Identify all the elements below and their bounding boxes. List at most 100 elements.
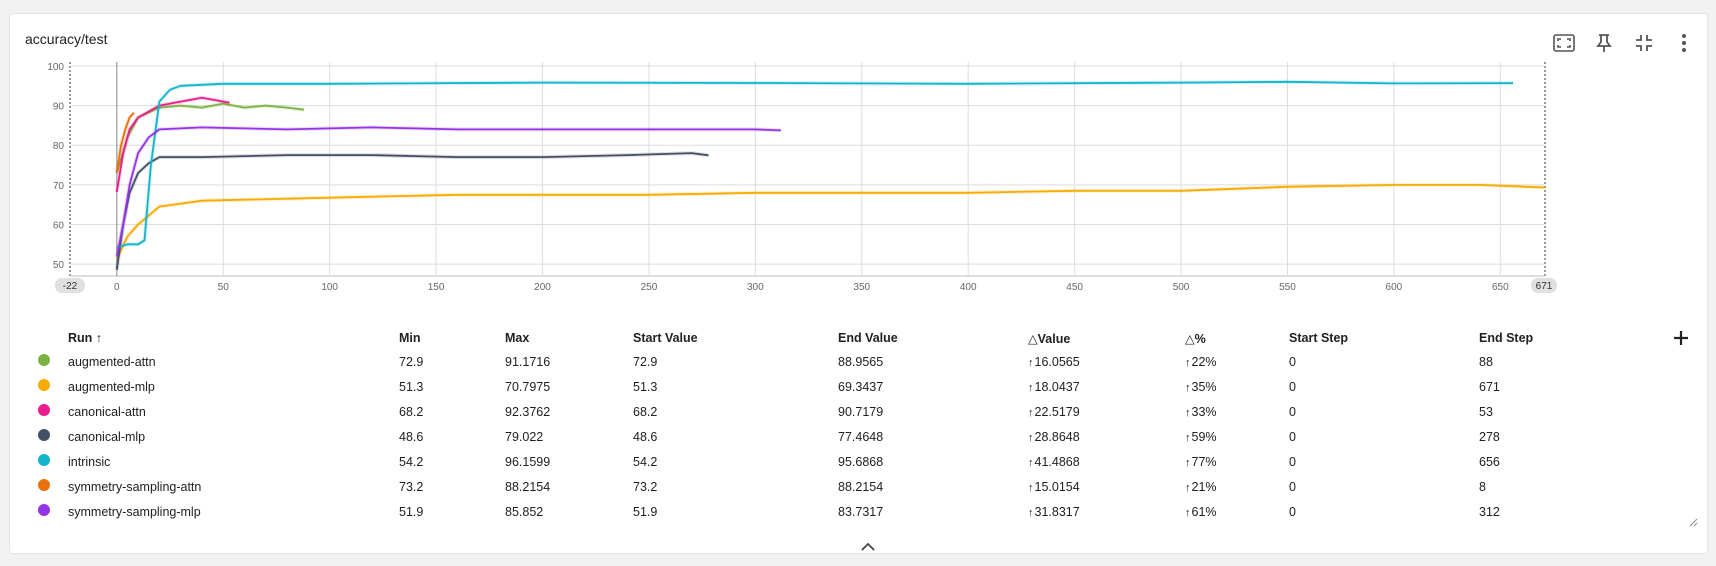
column-header-delta-pct[interactable]: △%	[1185, 331, 1206, 346]
start-value: 51.9	[633, 504, 658, 519]
arrow-up-icon: ↑	[1185, 406, 1191, 419]
min-value: 73.2	[399, 479, 424, 494]
table-row[interactable]: canonical-attn 68.2 92.3762 68.2 90.7179 ↑22.…	[25, 399, 1659, 424]
delta-value: ↑15.0154	[1028, 479, 1080, 494]
table-row[interactable]: symmetry-sampling-mlp 51.9 85.852 51.9 83.73…	[25, 499, 1659, 524]
run-color-dot[interactable]	[38, 454, 50, 466]
delta-percent: ↑61%	[1185, 504, 1217, 519]
run-color-dot[interactable]	[38, 479, 50, 491]
table-row[interactable]: augmented-attn 72.9 91.1716 72.9 88.9565 ↑16.…	[25, 349, 1659, 374]
column-header-min[interactable]: Min	[399, 331, 421, 345]
x-tick-label: 500	[1173, 282, 1190, 293]
end-step: 8	[1479, 479, 1486, 494]
run-color-dot[interactable]	[38, 379, 50, 391]
table-row[interactable]: canonical-mlp 48.6 79.022 48.6 77.4648 ↑28.86…	[25, 424, 1659, 449]
max-value: 92.3762	[505, 404, 551, 419]
run-name: canonical-mlp	[68, 429, 146, 444]
column-header-run[interactable]: Run ↑	[68, 331, 103, 345]
end-value: 90.7179	[838, 404, 884, 419]
collapse-chart-button[interactable]	[1629, 28, 1659, 58]
pin-button[interactable]	[1589, 28, 1619, 58]
start-step: 0	[1289, 504, 1296, 519]
more-vert-icon	[1682, 34, 1686, 52]
fullscreen-button[interactable]	[1549, 28, 1579, 58]
series-line[interactable]	[115, 96, 230, 193]
end-step: 312	[1479, 504, 1500, 519]
delta-percent: ↑21%	[1185, 479, 1217, 494]
column-header-end-value[interactable]: End Value	[838, 331, 898, 345]
arrow-up-icon: ↑	[1028, 356, 1034, 369]
run-name: symmetry-sampling-mlp	[68, 504, 201, 519]
x-tick-label: 400	[960, 282, 977, 293]
chevron-up-icon	[861, 542, 875, 551]
collapse-table-button[interactable]	[858, 540, 878, 554]
start-value: 48.6	[633, 429, 658, 444]
line-chart[interactable]: 50 60 70 80 90 100 0 50 100 150 200 250 300 350 400 450…	[10, 14, 1707, 314]
column-header-delta-value[interactable]: △Value	[1028, 331, 1071, 346]
min-value: 72.9	[399, 354, 424, 369]
arrow-up-icon: ↑	[1028, 481, 1034, 494]
run-color-dot[interactable]	[38, 504, 50, 516]
x-tick-label: 0	[114, 282, 120, 293]
x-tick-label: 250	[641, 282, 658, 293]
delta-percent: ↑22%	[1185, 354, 1217, 369]
max-value: 91.1716	[505, 354, 551, 369]
table-row[interactable]: intrinsic 54.2 96.1599 54.2 95.6868 ↑41.4868 ↑…	[25, 449, 1659, 474]
start-step: 0	[1289, 429, 1296, 444]
max-value: 79.022	[505, 429, 544, 444]
min-value: 48.6	[399, 429, 424, 444]
start-step: 0	[1289, 454, 1296, 469]
arrow-up-icon: ↑	[1028, 431, 1034, 444]
x-tick-label: 100	[321, 282, 338, 293]
series-line[interactable]	[115, 183, 1546, 260]
series-line[interactable]	[116, 80, 1514, 249]
column-header-start-value[interactable]: Start Value	[633, 331, 698, 345]
start-value: 73.2	[633, 479, 658, 494]
y-tick-label: 100	[47, 62, 64, 73]
column-header-end-step[interactable]: End Step	[1479, 331, 1534, 345]
sort-arrow-icon: ↑	[95, 331, 103, 345]
table-row[interactable]: augmented-mlp 51.3 70.7975 51.3 69.3437 ↑18.0…	[25, 374, 1659, 399]
run-name: intrinsic	[68, 454, 111, 469]
series-raw-line	[114, 151, 709, 270]
plus-icon	[1674, 331, 1688, 345]
column-header-start-step[interactable]: Start Step	[1289, 331, 1349, 345]
x-tick-label: 600	[1386, 282, 1403, 293]
card-toolbar	[1549, 28, 1699, 58]
run-name: augmented-mlp	[68, 379, 155, 394]
end-step: 278	[1479, 429, 1500, 444]
series-raw-line	[114, 182, 1546, 260]
run-color-dot[interactable]	[38, 404, 50, 416]
series-line[interactable]	[115, 112, 135, 173]
arrow-up-icon: ↑	[1028, 456, 1034, 469]
add-column-button[interactable]	[1671, 328, 1691, 348]
start-value: 68.2	[633, 404, 658, 419]
x-tick-label: 50	[218, 282, 230, 293]
start-step: 0	[1289, 479, 1296, 494]
pin-icon	[1596, 34, 1612, 52]
run-color-dot[interactable]	[38, 354, 50, 366]
y-tick-label: 90	[53, 102, 65, 113]
series-line[interactable]	[115, 152, 709, 270]
arrow-up-icon: ↑	[1185, 381, 1191, 394]
arrow-up-icon: ↑	[1185, 456, 1191, 469]
resize-handle[interactable]	[1688, 514, 1698, 527]
table-header-row: Run ↑ Min Max Start Value End Value △Val…	[25, 327, 1659, 349]
chart-area[interactable]: 50 60 70 80 90 100 0 50 100 150 200 250 300 350 400 450…	[10, 14, 1707, 319]
scalar-card: accuracy/test 50 60 70 80 90 100 0 50 100 150 200 2…	[9, 13, 1708, 554]
runs-table: Run ↑ Min Max Start Value End Value △Val…	[25, 327, 1659, 524]
more-options-button[interactable]	[1669, 28, 1699, 58]
delta-value: ↑41.4868	[1028, 454, 1080, 469]
x-tick-label: 150	[428, 282, 445, 293]
series-line[interactable]	[115, 126, 781, 257]
series-line[interactable]	[115, 102, 305, 174]
arrow-up-icon: ↑	[1185, 356, 1191, 369]
end-step: 53	[1479, 404, 1493, 419]
min-value: 51.3	[399, 379, 424, 394]
table-row[interactable]: symmetry-sampling-attn 73.2 88.2154 73.2 88.…	[25, 474, 1659, 499]
run-color-dot[interactable]	[38, 429, 50, 441]
end-value: 83.7317	[838, 504, 884, 519]
delta-icon: △	[1028, 331, 1038, 346]
column-header-max[interactable]: Max	[505, 331, 530, 345]
min-value: 54.2	[399, 454, 424, 469]
